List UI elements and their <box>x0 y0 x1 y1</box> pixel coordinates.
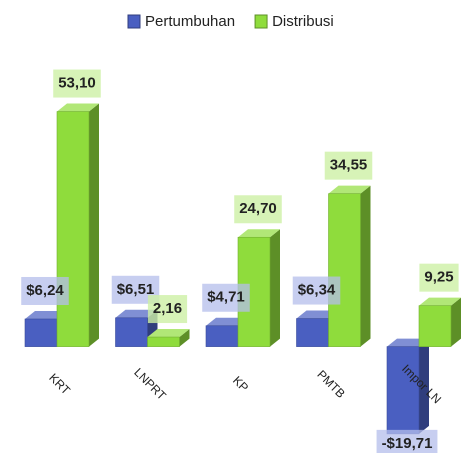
value-label-box <box>202 283 250 312</box>
bar-top <box>57 103 99 112</box>
value-label: 53,10 <box>58 75 96 92</box>
bar-top <box>206 317 248 326</box>
value-label: $6,24 <box>26 282 64 299</box>
legend-swatch <box>127 14 141 29</box>
value-label: 34,55 <box>330 157 368 174</box>
x-tick-label: KP <box>230 373 251 394</box>
bar-top <box>115 309 158 318</box>
bar-top <box>328 185 371 194</box>
bar <box>147 336 180 347</box>
value-label-box <box>21 276 69 305</box>
bar-side <box>451 297 461 347</box>
value-label: 24,70 <box>239 200 277 217</box>
bar-side <box>89 103 99 347</box>
value-label: $6,51 <box>117 281 155 298</box>
value-label-box <box>234 195 282 224</box>
value-label: $6,34 <box>298 282 336 299</box>
value-label: -$19,71 <box>382 435 433 452</box>
bar <box>205 325 239 347</box>
bar <box>24 318 58 347</box>
bar <box>418 305 452 347</box>
bar-top <box>147 329 190 338</box>
bar <box>328 193 361 347</box>
value-label-box <box>419 263 459 292</box>
bar <box>296 318 329 347</box>
value-label: 9,25 <box>424 269 453 286</box>
value-label-box <box>53 69 101 98</box>
bar-side <box>270 229 280 347</box>
bar-top <box>419 297 461 306</box>
bar <box>56 111 90 347</box>
bar-top <box>238 229 280 238</box>
bar <box>115 317 148 347</box>
bar-side <box>179 329 190 347</box>
value-label-box <box>147 295 188 324</box>
value-label-box <box>376 429 438 453</box>
x-tick-label: PMTB <box>314 367 347 400</box>
legend-swatch <box>254 14 268 29</box>
x-tick-label: KRT <box>46 371 73 398</box>
legend-label: Pertumbuhan <box>145 13 235 30</box>
bar-top <box>387 338 429 347</box>
bar-side <box>360 185 371 347</box>
bar <box>386 346 420 435</box>
value-label: 2,16 <box>153 300 182 317</box>
value-label-box <box>324 151 373 180</box>
bar-side <box>419 338 429 434</box>
value-label-box <box>292 276 341 305</box>
legend-label: Distribusi <box>272 13 334 30</box>
bar-top <box>296 310 339 319</box>
value-label: $4,71 <box>207 289 245 306</box>
bar-top <box>25 310 67 319</box>
x-tick-label: LNPRT <box>131 365 169 403</box>
